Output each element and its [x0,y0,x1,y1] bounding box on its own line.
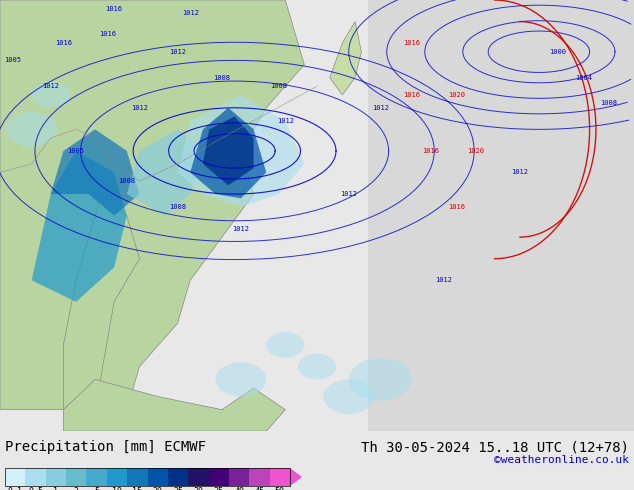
Text: 1005: 1005 [4,57,21,63]
Text: 1012: 1012 [372,105,389,111]
Text: 0.5: 0.5 [28,487,43,490]
Polygon shape [32,151,127,302]
Text: 1016: 1016 [55,40,72,46]
Circle shape [6,112,57,147]
Text: 45: 45 [254,487,264,490]
Bar [148,468,168,486]
Bar [209,468,229,486]
Polygon shape [51,129,139,216]
Text: 1005: 1005 [68,148,84,154]
Bar [269,468,290,486]
Text: 1012: 1012 [512,170,528,175]
Bar [168,468,188,486]
Bar [25,468,46,486]
Polygon shape [178,95,304,207]
Text: 2: 2 [74,487,79,490]
Polygon shape [368,0,634,431]
Polygon shape [0,0,304,410]
Bar [86,468,107,486]
Text: 30: 30 [193,487,204,490]
Text: 1016: 1016 [106,5,122,12]
Circle shape [323,379,374,414]
Polygon shape [63,379,285,431]
Circle shape [298,354,336,379]
Text: 1012: 1012 [436,277,452,283]
Text: 20: 20 [153,487,163,490]
Circle shape [216,362,266,397]
Polygon shape [203,117,254,185]
Text: 15: 15 [133,487,142,490]
Bar [229,468,249,486]
Text: 40: 40 [234,487,244,490]
Text: 1016: 1016 [404,92,420,98]
Bar [5,468,290,486]
Text: Th 30-05-2024 15..18 UTC (12+78): Th 30-05-2024 15..18 UTC (12+78) [361,440,629,454]
Text: 1016: 1016 [423,148,439,154]
Text: Precipitation [mm] ECMWF: Precipitation [mm] ECMWF [5,440,206,454]
Polygon shape [190,108,266,198]
Text: 1012: 1012 [277,118,294,124]
Text: 1012: 1012 [233,225,249,232]
Text: 1012: 1012 [169,49,186,55]
Text: 1008: 1008 [169,204,186,210]
Text: 1000: 1000 [550,49,566,55]
Bar [107,468,127,486]
Circle shape [32,82,70,108]
Text: 5: 5 [94,487,99,490]
Bar [46,468,66,486]
Text: 1012: 1012 [42,83,59,89]
Text: 50: 50 [275,487,285,490]
Bar [188,468,209,486]
Text: 1016: 1016 [448,204,465,210]
Polygon shape [63,194,139,410]
Text: 1008: 1008 [271,83,287,89]
Text: ©weatheronline.co.uk: ©weatheronline.co.uk [494,455,629,465]
Bar [66,468,86,486]
Text: 1012: 1012 [340,191,357,197]
Text: 35: 35 [214,487,224,490]
Polygon shape [290,468,302,486]
Polygon shape [330,22,361,95]
Text: 1: 1 [53,487,58,490]
Text: 1008: 1008 [600,100,617,106]
Circle shape [349,358,412,401]
Text: 1012: 1012 [182,10,198,16]
Text: 10: 10 [112,487,122,490]
Text: 1016: 1016 [404,40,420,46]
Circle shape [266,332,304,358]
Text: 1020: 1020 [448,92,465,98]
Bar [127,468,148,486]
Text: 25: 25 [173,487,183,490]
Polygon shape [127,129,203,216]
Text: 1012: 1012 [131,105,148,111]
Bar [5,468,25,486]
Text: 1008: 1008 [214,74,230,81]
Text: 1020: 1020 [467,148,484,154]
Bar [249,468,269,486]
Text: 1004: 1004 [575,74,592,81]
Text: 1016: 1016 [100,31,116,38]
Text: 0.1: 0.1 [8,487,23,490]
Text: 1008: 1008 [119,178,135,184]
